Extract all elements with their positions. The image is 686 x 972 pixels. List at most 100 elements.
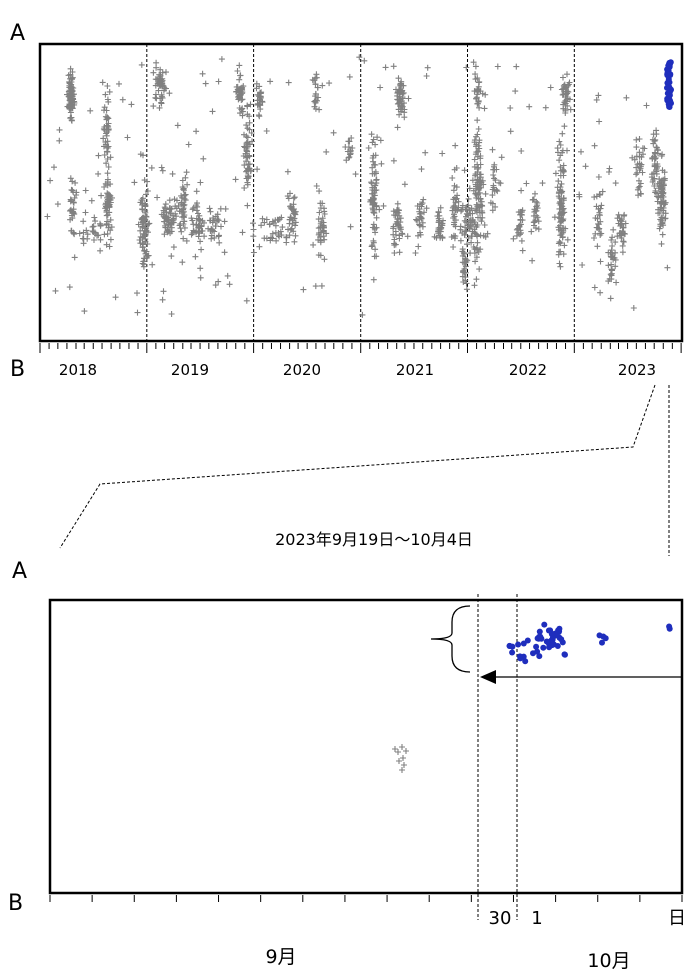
previous-event-marker (597, 258, 604, 265)
previous-event-marker (612, 239, 619, 246)
previous-event-marker (323, 148, 330, 155)
previous-event-marker (605, 262, 612, 269)
previous-event-marker (653, 170, 660, 177)
previous-event-marker (401, 100, 407, 107)
previous-event-marker (56, 137, 63, 144)
previous-event-marker (618, 234, 625, 241)
previous-event-marker (368, 243, 375, 250)
previous-event-marker (206, 217, 213, 224)
previous-event-marker (315, 216, 322, 223)
previous-event-marker (256, 113, 263, 120)
previous-event-marker (242, 144, 249, 151)
previous-event-marker (289, 220, 296, 227)
previous-event-marker (141, 255, 147, 262)
previous-event-marker (417, 229, 423, 236)
previous-event-marker (459, 206, 466, 213)
previous-event-marker (168, 311, 175, 317)
previous-event-marker (124, 134, 131, 141)
previous-event-marker (216, 239, 223, 246)
previous-event-marker (104, 211, 111, 218)
current-event-marker (550, 641, 557, 648)
previous-event-marker (474, 100, 481, 107)
current-event-marker (599, 639, 605, 646)
previous-event-marker (244, 111, 251, 118)
previous-event-marker (396, 225, 403, 231)
previous-event-marker (249, 138, 255, 145)
previous-event-marker (380, 202, 387, 209)
previous-event-marker (290, 201, 297, 208)
previous-event-marker (595, 174, 602, 180)
previous-event-marker (263, 235, 270, 242)
previous-event-marker (154, 194, 161, 201)
previous-event-marker (243, 297, 250, 304)
previous-event-marker (591, 284, 598, 291)
previous-event-marker (232, 176, 239, 183)
previous-event-marker (267, 237, 274, 244)
previous-event-marker (394, 96, 401, 103)
previous-event-marker (635, 192, 642, 199)
previous-event-marker (156, 104, 163, 111)
previous-event-marker (513, 63, 520, 70)
previous-event-marker (195, 215, 202, 222)
current-event-marker (556, 625, 563, 632)
previous-event-marker (166, 197, 173, 204)
previous-event-marker (539, 180, 546, 187)
previous-event-marker (662, 210, 669, 217)
previous-event-marker (370, 152, 377, 159)
previous-event-marker (66, 284, 73, 291)
current-event-marker (543, 638, 550, 645)
previous-event-marker (139, 195, 146, 202)
previous-event-marker (659, 189, 666, 196)
previous-event-marker (139, 202, 145, 208)
previous-event-marker (192, 253, 199, 260)
previous-event-marker (156, 71, 163, 78)
previous-event-marker (101, 231, 108, 238)
previous-event-marker (56, 126, 63, 133)
previous-event-marker (476, 104, 483, 111)
previous-event-marker (652, 155, 658, 162)
previous-event-marker (556, 260, 563, 267)
previous-event-marker (285, 226, 291, 233)
previous-event-marker (136, 237, 143, 243)
current-event-marker (530, 650, 536, 657)
current-event-marker (664, 84, 670, 91)
previous-event-marker (593, 193, 600, 200)
previous-event-marker (473, 276, 480, 283)
previous-event-marker (609, 267, 615, 274)
previous-event-marker (473, 192, 480, 198)
previous-event-marker (395, 749, 401, 755)
previous-event-marker (463, 280, 470, 287)
previous-event-marker (195, 233, 202, 240)
previous-event-marker (97, 220, 103, 227)
previous-event-marker (528, 228, 535, 235)
previous-event-marker (190, 227, 197, 234)
previous-event-marker (419, 219, 426, 226)
previous-event-marker (469, 233, 475, 240)
previous-event-marker (246, 126, 253, 133)
previous-event-marker (400, 755, 406, 761)
previous-event-marker (274, 216, 281, 223)
previous-event-marker (176, 222, 183, 229)
previous-event-marker (81, 308, 88, 315)
previous-event-marker (98, 192, 105, 199)
previous-event-marker (637, 180, 644, 187)
previous-event-marker (370, 221, 377, 228)
previous-event-marker (476, 145, 483, 152)
previous-event-marker (468, 239, 475, 246)
previous-event-marker (199, 70, 206, 77)
previous-event-marker (67, 198, 74, 205)
previous-event-marker (218, 223, 224, 230)
previous-event-marker (596, 212, 603, 219)
previous-event-marker (250, 233, 257, 240)
previous-event-marker (287, 190, 293, 197)
previous-event-marker (104, 114, 111, 121)
previous-event-marker (641, 145, 648, 152)
previous-event-marker (484, 230, 491, 237)
previous-event-marker (261, 219, 268, 226)
previous-event-marker (312, 93, 319, 100)
previous-event-marker (492, 177, 499, 184)
previous-event-marker (421, 209, 427, 216)
previous-event-marker (623, 94, 630, 101)
previous-event-marker (134, 309, 141, 316)
previous-event-marker (450, 232, 457, 239)
